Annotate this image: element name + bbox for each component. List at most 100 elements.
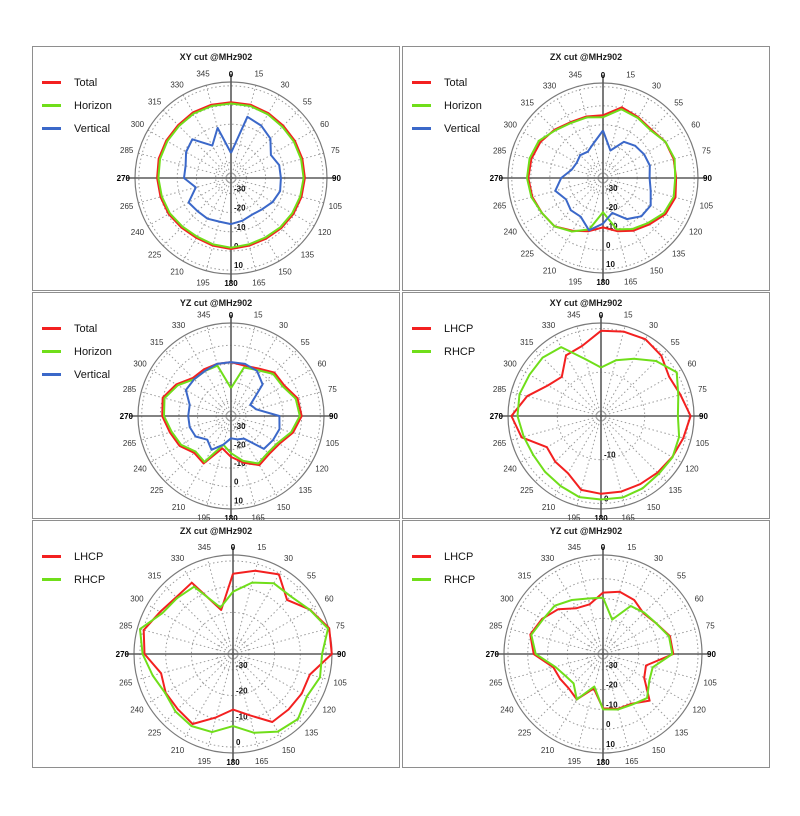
- angle-label-225: 225: [520, 486, 534, 495]
- angle-label-165: 165: [252, 278, 266, 287]
- angle-label-195: 195: [567, 513, 581, 522]
- angle-label-195: 195: [198, 757, 212, 766]
- angle-label-60: 60: [317, 360, 326, 369]
- legend-swatch-red-line: [42, 327, 61, 330]
- angle-label-150: 150: [652, 746, 666, 755]
- angle-label-180: 180: [596, 278, 610, 287]
- radial-tick-label: -30: [234, 184, 246, 193]
- chart-panel-yz-cp: YZ cut @MHz902 LHCP RHCP -30 -20 -10 0 10 0 15 3…: [402, 520, 770, 768]
- angle-label-15: 15: [254, 311, 263, 320]
- angle-label-240: 240: [133, 465, 147, 474]
- angle-label-60: 60: [687, 360, 696, 369]
- angle-label-135: 135: [669, 486, 683, 495]
- angle-label-345: 345: [567, 311, 581, 320]
- radial-tick-label: -20: [234, 204, 246, 213]
- angle-label-210: 210: [171, 746, 185, 755]
- radial-tick-label: -10: [236, 712, 248, 721]
- radial-tick-label: 0: [606, 241, 611, 250]
- angle-label-225: 225: [148, 250, 162, 259]
- angle-label-315: 315: [520, 338, 534, 347]
- legend-item-total: Total: [412, 71, 482, 94]
- angle-label-225: 225: [518, 728, 532, 737]
- chart-panel-yz-thv: YZ cut @MHz902 Total Horizon Vertical -30-…: [32, 292, 400, 523]
- legend-item-total: Total: [42, 317, 112, 340]
- radial-tick-label: -10: [234, 223, 246, 232]
- angle-label-345: 345: [197, 311, 211, 320]
- angle-label-90: 90: [707, 650, 716, 659]
- series-line-vertical: [183, 115, 282, 226]
- angle-label-315: 315: [148, 572, 162, 581]
- angle-label-90: 90: [329, 412, 338, 421]
- chart-legend: Total Horizon Vertical: [42, 317, 112, 386]
- chart-title: YZ cut @MHz902: [549, 526, 623, 536]
- legend-swatch-red-line: [42, 81, 61, 84]
- angle-label-285: 285: [119, 621, 133, 630]
- radial-tick-label: -20: [606, 681, 618, 690]
- angle-label-225: 225: [521, 250, 535, 259]
- radial-tick-labels: -30 -20 -10 0 10: [606, 184, 618, 269]
- angle-label-75: 75: [706, 621, 715, 630]
- radial-tick-label: -30: [236, 661, 248, 670]
- angle-label-210: 210: [543, 267, 557, 276]
- angle-label-60: 60: [691, 121, 700, 130]
- legend-item-lhcp: LHCP: [412, 317, 475, 340]
- legend-label: Horizon: [74, 99, 112, 112]
- angle-label-105: 105: [696, 439, 710, 448]
- legend-item-total: Total: [42, 71, 112, 94]
- angle-label-105: 105: [704, 679, 718, 688]
- angle-label-240: 240: [131, 228, 145, 237]
- angle-label-55: 55: [677, 572, 686, 581]
- angle-label-90: 90: [332, 174, 341, 183]
- angle-label-225: 225: [150, 486, 164, 495]
- legend-item-lhcp: LHCP: [412, 545, 475, 568]
- angle-label-265: 265: [489, 679, 503, 688]
- legend-swatch-red-line: [412, 555, 431, 558]
- angle-label-300: 300: [133, 360, 147, 369]
- angle-label-55: 55: [303, 98, 312, 107]
- angle-label-120: 120: [692, 706, 706, 715]
- angle-label-270: 270: [490, 412, 504, 421]
- polar-plot-yz-thv: -30 -20 -10 0 10 0 15 30 55 60 75 90 105 120 135 150 165…: [120, 311, 340, 523]
- legend-item-rhcp: RHCP: [42, 568, 105, 591]
- angle-label-210: 210: [542, 503, 556, 512]
- legend-label: RHCP: [444, 573, 476, 586]
- angle-label-105: 105: [700, 202, 714, 211]
- legend-item-vertical: Vertical: [412, 117, 482, 140]
- radial-tick-label: -30: [606, 661, 618, 670]
- angle-label-75: 75: [702, 146, 711, 155]
- angle-label-285: 285: [493, 385, 507, 394]
- angle-label-195: 195: [196, 278, 210, 287]
- angle-label-0: 0: [229, 311, 234, 320]
- chart-legend: LHCP RHCP: [42, 545, 105, 591]
- angle-label-0: 0: [231, 543, 236, 552]
- angle-label-15: 15: [254, 70, 263, 79]
- radial-tick-label: 10: [234, 261, 243, 270]
- series-line-rhcp: [530, 596, 674, 711]
- angle-label-135: 135: [675, 728, 689, 737]
- polar-plot-xy-cp: -100 0 15 30 55 60 75 90 105 120 135 150 165 180 195 21…: [490, 311, 710, 523]
- legend-swatch-blue-line: [42, 373, 61, 376]
- angle-label-60: 60: [695, 595, 704, 604]
- angle-label-90: 90: [699, 412, 708, 421]
- angle-label-135: 135: [305, 728, 319, 737]
- angle-label-210: 210: [172, 503, 186, 512]
- polar-axes: [500, 75, 706, 281]
- angle-label-270: 270: [117, 174, 131, 183]
- series-line-lhcp: [510, 329, 692, 495]
- radial-tick-label: -10: [606, 700, 618, 709]
- angle-label-285: 285: [120, 146, 134, 155]
- angle-labels: 0 15 30 55 60 75 90 105 120 135 150 165 180 195 210 225…: [117, 70, 343, 288]
- legend-swatch-green-line: [42, 350, 61, 353]
- angle-label-55: 55: [674, 98, 683, 107]
- radial-tick-label: 10: [234, 496, 243, 505]
- angle-label-315: 315: [148, 98, 162, 107]
- legend-item-rhcp: RHCP: [412, 340, 475, 363]
- angle-label-150: 150: [647, 503, 661, 512]
- angle-label-150: 150: [282, 746, 296, 755]
- angle-label-265: 265: [493, 202, 507, 211]
- chart-title: ZX cut @MHz902: [179, 526, 253, 536]
- angle-label-120: 120: [322, 706, 336, 715]
- angle-label-30: 30: [652, 81, 661, 90]
- angle-label-0: 0: [599, 311, 604, 320]
- series-line-total: [161, 361, 303, 467]
